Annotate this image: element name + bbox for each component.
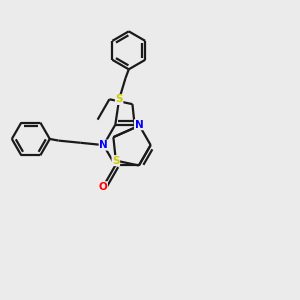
Text: S: S bbox=[112, 156, 120, 166]
Text: S: S bbox=[116, 94, 123, 104]
Text: N: N bbox=[134, 120, 143, 130]
Text: O: O bbox=[99, 182, 107, 192]
Text: N: N bbox=[99, 140, 108, 150]
